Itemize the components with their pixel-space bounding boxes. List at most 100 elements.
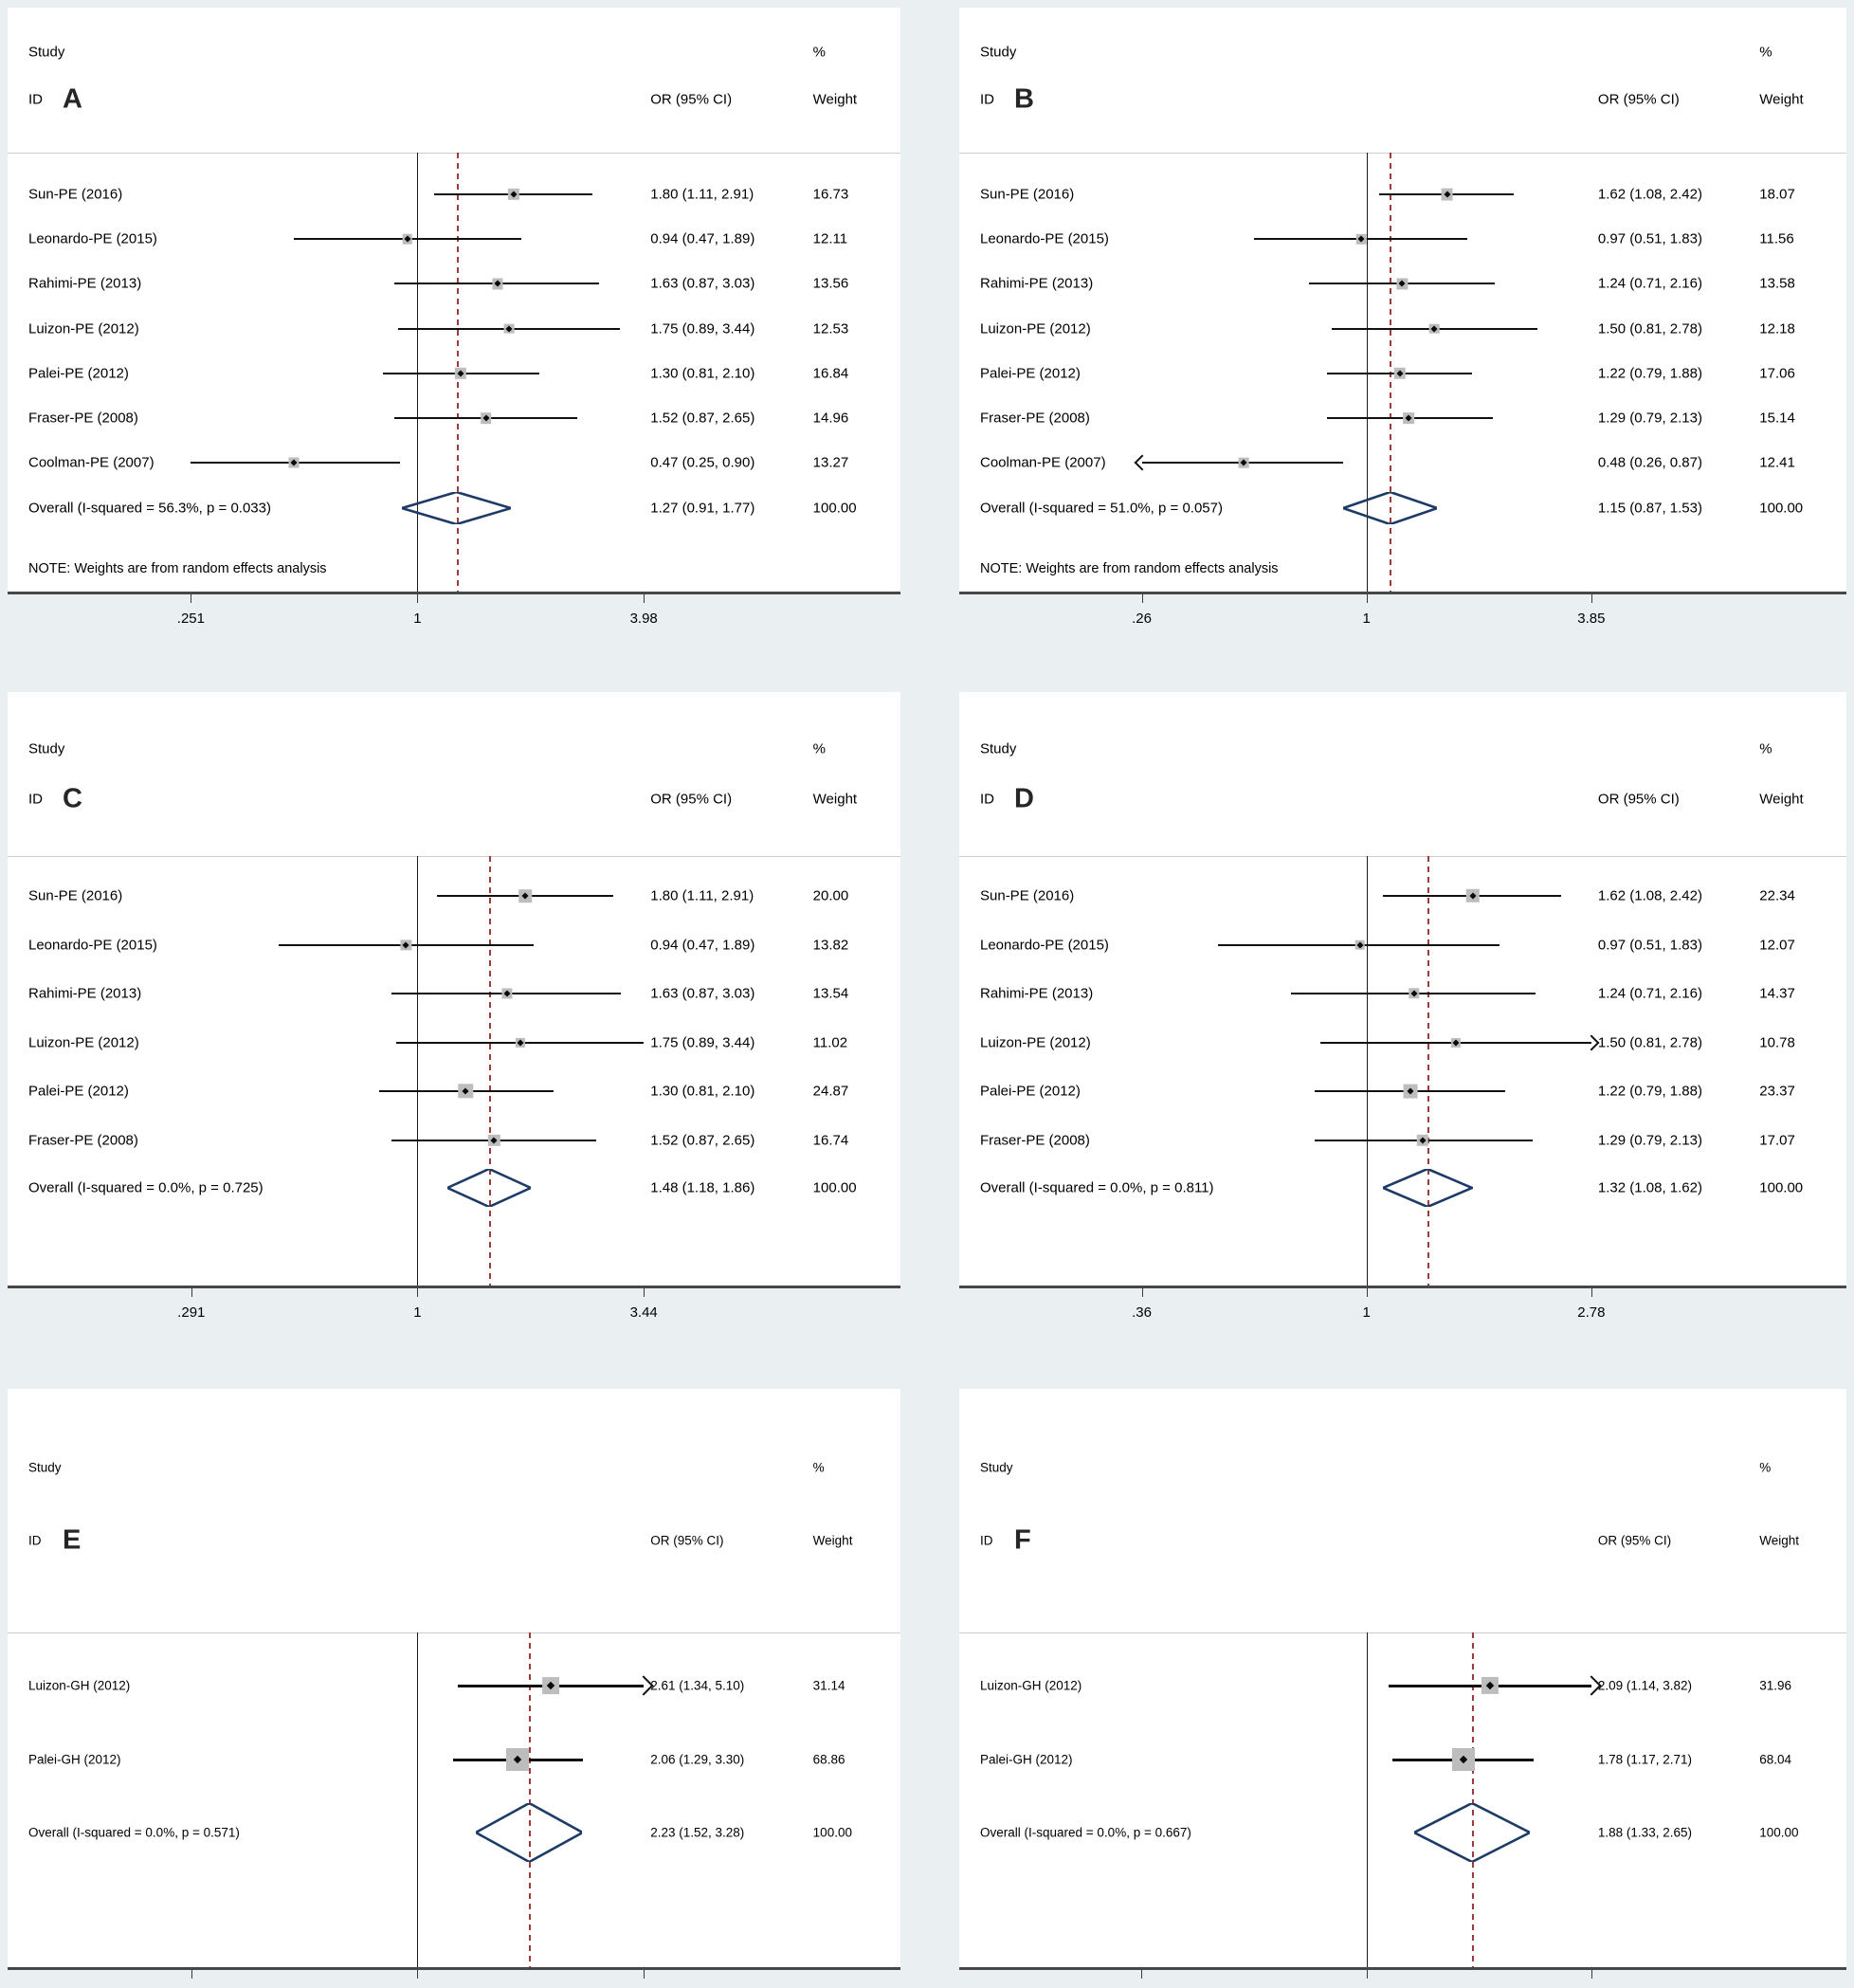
weight-value: 13.56 (812, 275, 849, 292)
x-axis-tick (1366, 594, 1368, 603)
x-axis-tick (1366, 1288, 1368, 1297)
study-label: Fraser-PE (2008) (28, 410, 138, 427)
weight-value: 68.86 (812, 1752, 845, 1767)
or-value: 1.63 (0.87, 3.03) (650, 275, 755, 292)
overall-diamond (1343, 492, 1437, 524)
x-axis-tick (191, 1970, 192, 1979)
or-value: 1.50 (0.81, 2.78) (1597, 320, 1702, 337)
weight-value: 13.27 (812, 454, 849, 471)
null-effect-line (1366, 153, 1368, 592)
null-effect-line (1366, 856, 1368, 1286)
study-header: Study (28, 740, 65, 757)
percent-header: % (812, 1460, 825, 1475)
x-tick-label: 2.78 (1577, 1304, 1606, 1321)
percent-header: % (812, 740, 827, 757)
weight-value: 11.02 (812, 1034, 848, 1050)
study-label: Rahimi-PE (2013) (28, 275, 142, 292)
study-label: Luizon-PE (2012) (28, 320, 139, 337)
x-axis-tick (1590, 1288, 1592, 1297)
or-value: 1.29 (0.79, 2.13) (1597, 1132, 1702, 1148)
overall-weight-value: 100.00 (1759, 500, 1804, 517)
weight-header: Weight (1759, 791, 1804, 808)
weight-value: 13.54 (812, 985, 849, 1002)
overall-label: Overall (I-squared = 0.0%, p = 0.667) (980, 1825, 1191, 1840)
study-label: Palei-PE (2012) (28, 1083, 129, 1100)
weight-value: 16.73 (812, 186, 849, 203)
study-label: Leonardo-PE (2015) (980, 230, 1109, 247)
id-header: ID (980, 791, 994, 808)
id-header: ID (28, 91, 43, 108)
or-header: OR (95% CI) (1597, 1533, 1672, 1548)
or-value: 1.30 (0.81, 2.10) (650, 365, 755, 382)
overall-or-value: 1.48 (1.18, 1.86) (650, 1179, 755, 1196)
panel-letter: C (63, 783, 82, 814)
study-label: Rahimi-PE (2013) (980, 985, 1094, 1002)
x-tick-label: .251 (176, 611, 205, 627)
or-value: 1.50 (0.81, 2.78) (1597, 1034, 1702, 1050)
study-label: Leonardo-PE (2015) (28, 230, 157, 247)
x-tick-label: .26 (1132, 611, 1152, 627)
or-value: 2.61 (1.34, 5.10) (650, 1678, 745, 1693)
overall-or-value: 1.32 (1.08, 1.62) (1597, 1179, 1702, 1196)
study-label: Luizon-PE (2012) (28, 1034, 139, 1050)
header-separator (8, 856, 900, 857)
x-axis-tick (1366, 1970, 1368, 1979)
forest-panel-C: Study ID C% OR (95% CI) Weight Sun-PE (2016) 1… (8, 692, 900, 1321)
or-value: 0.97 (0.51, 1.83) (1597, 937, 1702, 953)
study-label: Luizon-GH (2012) (28, 1678, 131, 1693)
weight-header: Weight (1759, 1533, 1800, 1548)
or-value: 1.24 (0.71, 2.16) (1597, 275, 1702, 292)
weight-value: 14.96 (812, 410, 849, 427)
weight-value: 12.41 (1759, 454, 1795, 471)
forest-panel-F: Study ID F% OR (95% CI) Weight Luizon-GH (201… (959, 1389, 1846, 1979)
overall-diamond (447, 1169, 531, 1207)
or-value: 1.78 (1.17, 2.71) (1597, 1752, 1692, 1767)
overall-diamond (1383, 1169, 1472, 1207)
study-header: Study (28, 44, 65, 61)
weight-value: 16.74 (812, 1132, 849, 1148)
header-separator (8, 153, 900, 154)
header-separator (959, 153, 1846, 154)
x-tick-label: 3.85 (1577, 611, 1606, 627)
overall-weight-value: 100.00 (812, 500, 857, 517)
or-value: 2.06 (1.29, 3.30) (650, 1752, 745, 1767)
weight-value: 68.04 (1759, 1752, 1792, 1767)
overall-dashed-line (489, 856, 492, 1286)
study-label: Luizon-PE (2012) (980, 1034, 1091, 1050)
overall-weight-value: 100.00 (812, 1179, 857, 1196)
study-label: Fraser-PE (2008) (980, 410, 1090, 427)
note-text: NOTE: Weights are from random effects an… (980, 561, 1279, 576)
overall-label: Overall (I-squared = 0.0%, p = 0.725) (28, 1179, 264, 1196)
weight-value: 31.14 (812, 1678, 845, 1693)
weight-value: 23.37 (1759, 1083, 1795, 1100)
x-axis-tick (417, 594, 419, 603)
overall-diamond (1414, 1803, 1530, 1862)
weight-header: Weight (812, 91, 858, 108)
or-header: OR (95% CI) (1597, 791, 1680, 808)
study-label: Sun-PE (2016) (28, 887, 123, 904)
or-header: OR (95% CI) (650, 1533, 724, 1548)
study-label: Coolman-PE (2007) (28, 454, 154, 471)
weight-value: 10.78 (1759, 1034, 1795, 1050)
percent-header: % (1759, 1460, 1772, 1475)
study-header: Study (980, 740, 1017, 757)
overall-label: Overall (I-squared = 0.0%, p = 0.571) (28, 1825, 240, 1840)
weight-value: 17.06 (1759, 365, 1795, 382)
x-tick-label: 1 (1362, 1304, 1371, 1321)
null-effect-line (417, 856, 419, 1286)
or-value: 1.62 (1.08, 2.42) (1597, 186, 1702, 203)
note-text: NOTE: Weights are from random effects an… (28, 561, 327, 576)
weight-value: 11.56 (1759, 230, 1794, 247)
study-label: Sun-PE (2016) (980, 186, 1075, 203)
x-axis-tick (1141, 594, 1143, 603)
weight-value: 18.07 (1759, 186, 1795, 203)
weight-header: Weight (812, 791, 858, 808)
x-tick-label: 1 (413, 1304, 422, 1321)
or-value: 0.94 (0.47, 1.89) (650, 230, 755, 247)
forest-panel-A: Study ID A% OR (95% CI) Weight Sun-PE (2016) 1… (8, 8, 900, 627)
panel-letter: B (1014, 83, 1034, 115)
study-header: Study (980, 44, 1017, 61)
weight-value: 13.82 (812, 937, 849, 953)
x-axis-tick (644, 1288, 645, 1297)
overall-dashed-line (1427, 856, 1430, 1286)
